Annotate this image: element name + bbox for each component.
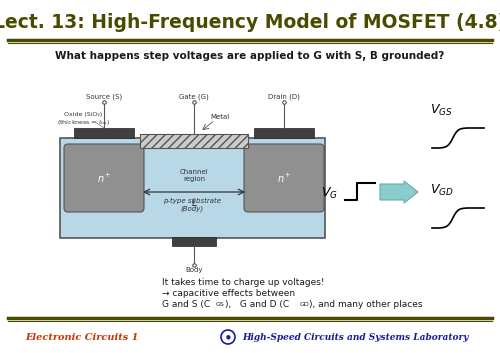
Text: $V_{GS}$: $V_{GS}$ <box>430 103 452 118</box>
Text: $n^+$: $n^+$ <box>96 172 112 185</box>
Text: Electronic Circuits 1: Electronic Circuits 1 <box>26 333 138 341</box>
Text: ●: ● <box>226 335 230 340</box>
Bar <box>140 134 248 148</box>
Text: Lect. 13: High-Frequency Model of MOSFET (4.8): Lect. 13: High-Frequency Model of MOSFET… <box>0 12 500 31</box>
Text: G and S (C: G and S (C <box>162 300 210 309</box>
Text: Oxide (SiO₂)
(thickness = $t_{ox}$): Oxide (SiO₂) (thickness = $t_{ox}$) <box>56 112 110 127</box>
Text: High-Speed Circuits and Systems Laboratory: High-Speed Circuits and Systems Laborato… <box>242 333 468 341</box>
Bar <box>172 237 216 246</box>
FancyBboxPatch shape <box>64 144 144 212</box>
Bar <box>254 128 314 138</box>
Text: What happens step voltages are applied to G with S, B grounded?: What happens step voltages are applied t… <box>56 51 444 61</box>
Text: GS: GS <box>216 302 225 307</box>
FancyBboxPatch shape <box>244 144 324 212</box>
Text: Drain (D): Drain (D) <box>268 94 300 100</box>
Text: ), and many other places: ), and many other places <box>309 300 422 309</box>
Text: Metal: Metal <box>210 114 230 120</box>
Text: $L$: $L$ <box>190 196 198 208</box>
Bar <box>74 128 134 138</box>
Text: Channel
region: Channel region <box>180 168 208 181</box>
Text: $V_G$: $V_G$ <box>321 185 338 201</box>
Bar <box>60 138 325 238</box>
Text: GD: GD <box>300 302 310 307</box>
Text: ),   G and D (C: ), G and D (C <box>225 300 289 309</box>
Text: $V_{GD}$: $V_{GD}$ <box>430 183 454 198</box>
Text: → capacitive effects between: → capacitive effects between <box>162 289 295 298</box>
Text: It takes time to charge up voltages!: It takes time to charge up voltages! <box>162 278 324 287</box>
Text: Gate (G): Gate (G) <box>179 94 209 100</box>
Text: Body: Body <box>185 267 203 273</box>
Text: p-type substrate
(Body): p-type substrate (Body) <box>164 198 222 212</box>
FancyArrow shape <box>380 181 418 203</box>
Text: $n^+$: $n^+$ <box>276 172 291 185</box>
Text: Source (S): Source (S) <box>86 94 122 100</box>
